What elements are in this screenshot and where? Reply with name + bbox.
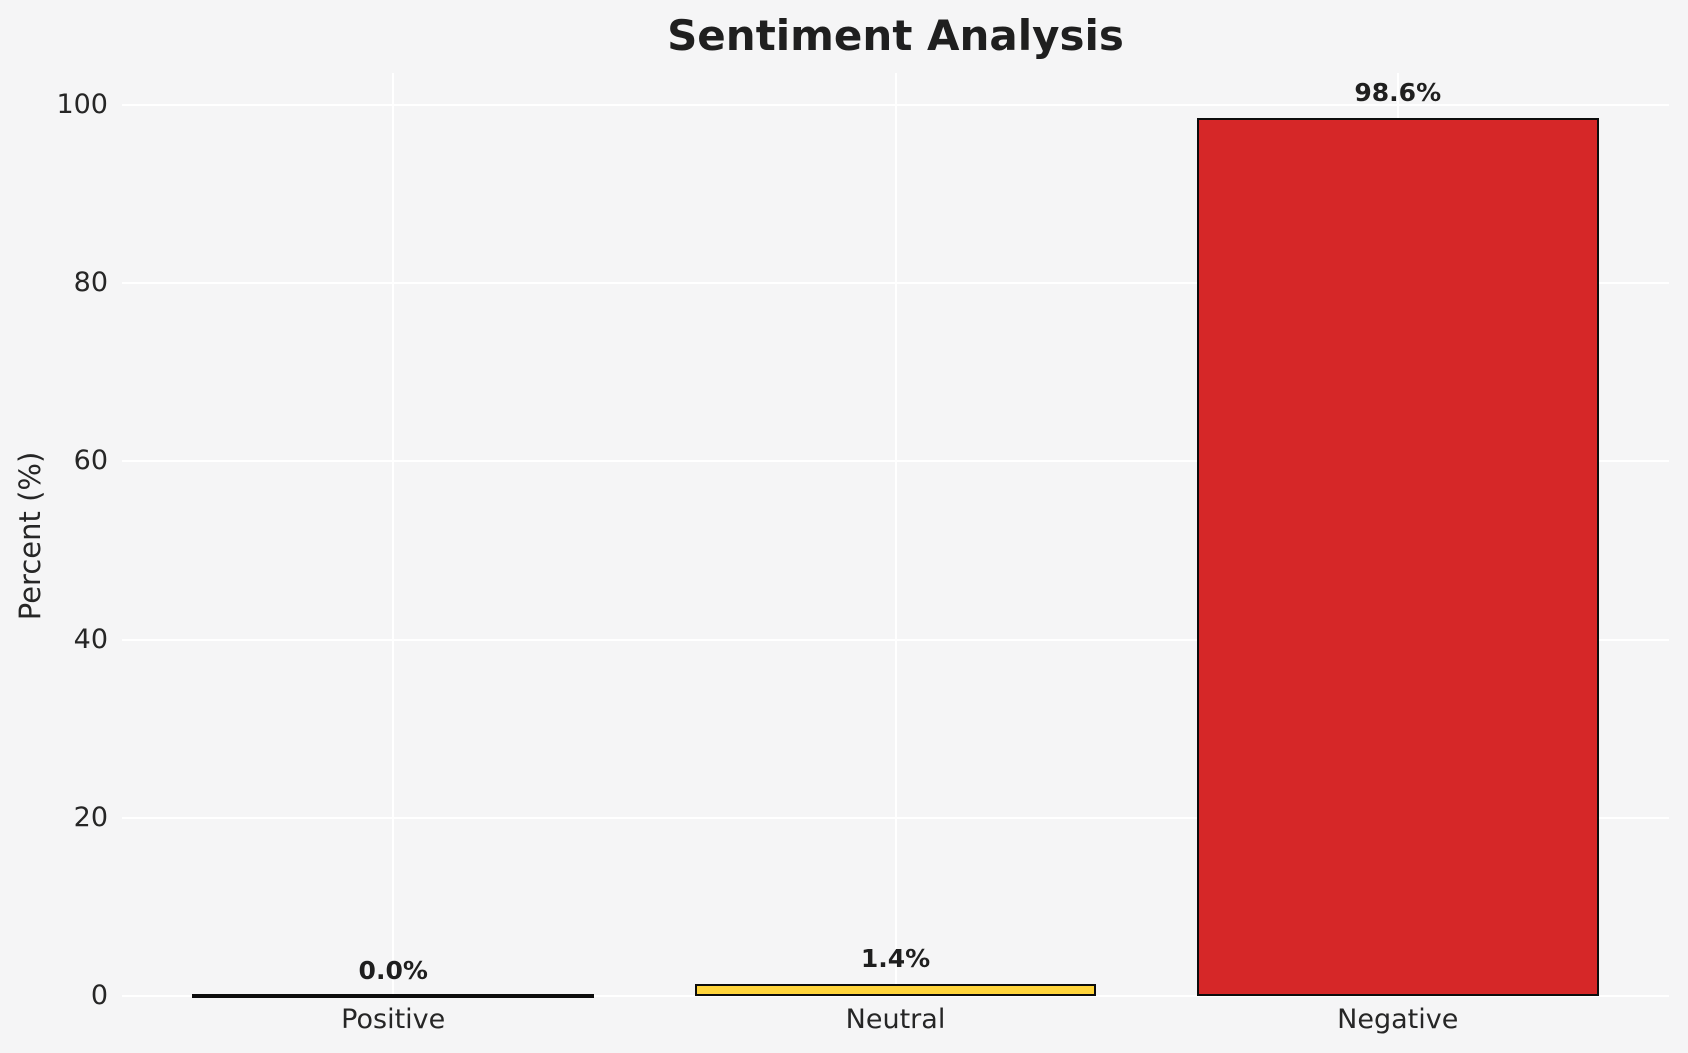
y-tick-label: 0: [90, 980, 108, 1011]
bar-value-label: 98.6%: [1354, 78, 1442, 107]
y-tick-label: 60: [73, 445, 108, 477]
y-axis-label: Percent (%): [13, 451, 47, 621]
gridline-vertical: [894, 73, 897, 996]
gridline-horizontal: [122, 995, 1669, 997]
y-tick-label: 80: [73, 267, 108, 299]
y-tick-label: 20: [73, 801, 108, 833]
bar-negative: [1196, 118, 1599, 996]
bar-positive: [192, 994, 595, 998]
gridline-vertical: [392, 73, 395, 996]
bar-value-label: 0.0%: [358, 956, 428, 985]
plot-area: [122, 73, 1669, 998]
bar-value-label: 1.4%: [860, 944, 931, 973]
x-tick-label-positive: Positive: [341, 1004, 446, 1035]
y-tick-label: 40: [73, 623, 108, 655]
chart-title: Sentiment Analysis: [667, 11, 1124, 60]
x-tick-label-neutral: Neutral: [845, 1004, 946, 1035]
bar-neutral: [694, 984, 1097, 996]
y-tick-label: 100: [56, 89, 108, 121]
x-tick-label-negative: Negative: [1337, 1004, 1459, 1035]
